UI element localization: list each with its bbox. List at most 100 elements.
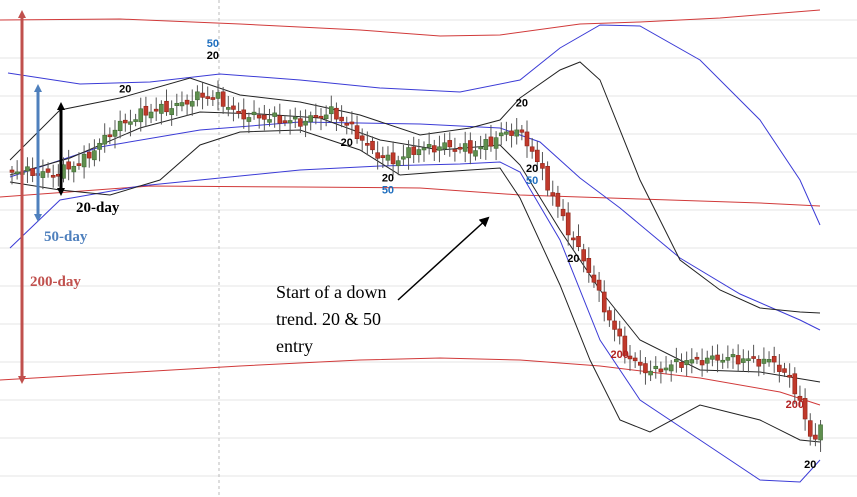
candle-body [571,237,576,241]
marker-200: 200 [611,349,629,361]
annotation-line-3: entry [276,336,313,356]
candle-body [632,357,638,362]
candle-body [359,135,365,141]
candle-body [303,120,308,126]
candle-body [251,111,257,116]
candle-body [354,125,360,140]
candle-body [102,134,107,145]
candle-body [339,116,344,122]
band-20-label: 20-day [76,200,120,216]
candle-body [133,119,138,122]
candle-body [746,358,751,362]
candle-body [159,103,164,114]
candle-body [452,149,458,152]
candle-body [668,364,674,372]
marker-20: 20 [207,50,219,62]
candle-body [699,360,705,366]
annotation-line-2: trend. 20 & 50 [276,309,381,329]
candle-body [504,131,509,135]
candle-body [586,258,592,273]
candle-body [117,120,123,132]
candle-body [462,143,468,152]
candle-body [200,92,205,98]
candle-body [256,114,262,119]
candle-body [277,115,283,124]
candle-body [45,168,51,173]
candle-body [514,129,520,137]
candle-body [25,166,30,172]
marker-200: 200 [786,399,804,411]
candle-body [50,175,56,178]
candle-body [71,165,77,173]
candle-body [30,168,35,176]
candle-body [401,156,406,160]
band-20-lower [9,129,821,443]
candle-body [431,145,437,153]
marker-50: 50 [382,185,394,197]
candle-body [498,132,504,137]
candle-body [509,130,514,136]
candle-body [797,395,803,401]
candle-body [658,368,664,373]
candle-body [406,147,411,159]
candle-body [112,129,118,137]
candle-body [442,142,447,150]
candle-body [761,358,767,364]
candle-body [689,359,695,364]
candle-body [107,134,113,138]
candle-body [565,212,571,236]
band-200-upper [0,9,821,37]
candle-body [14,171,20,175]
candle-body [478,146,483,150]
candle-body [81,153,87,168]
band-20-upper [9,61,821,314]
candle-body [529,146,535,152]
candle-body [704,357,710,364]
candle-body [179,102,185,107]
candle-body [385,154,391,161]
candle-body [756,358,762,367]
band-200-middle [0,185,821,207]
candle-body [365,143,370,146]
candle-body [545,165,550,191]
candle-body [246,117,252,122]
candle-body [334,107,339,120]
candle-body [555,192,561,207]
candle-body [205,96,210,99]
candle-body [663,367,669,371]
candle-body [66,161,71,170]
marker-20: 20 [382,173,394,185]
candle-body [215,92,221,99]
marker-20: 20 [804,459,816,471]
candle-body [272,112,277,117]
candle-body [684,360,689,366]
candle-body [148,111,154,119]
candle-body [622,335,628,356]
candle-body [40,171,46,178]
candle-body [416,149,422,156]
candle-body [596,279,602,291]
candle-body [282,120,288,123]
candle-body [473,150,478,157]
marker-20: 20 [341,137,353,149]
candle-body [123,119,128,124]
marker-20: 20 [526,163,538,175]
candle-body [524,131,530,147]
band-50-lower [9,161,821,483]
candle-body [76,163,82,166]
candle-body [128,121,133,125]
candle-body [617,328,623,337]
candle-body [426,144,432,148]
bollinger-bands [0,9,821,483]
candle-body [138,108,144,123]
grid-lines [0,19,857,477]
candle-body [751,356,756,359]
candle-body [226,107,231,110]
candle-body [710,355,715,360]
candle-body [220,91,226,107]
candle-body [581,249,586,262]
band-200-label: 200-day [30,274,81,290]
candle-body [241,109,247,120]
band-200-lower [0,357,821,406]
